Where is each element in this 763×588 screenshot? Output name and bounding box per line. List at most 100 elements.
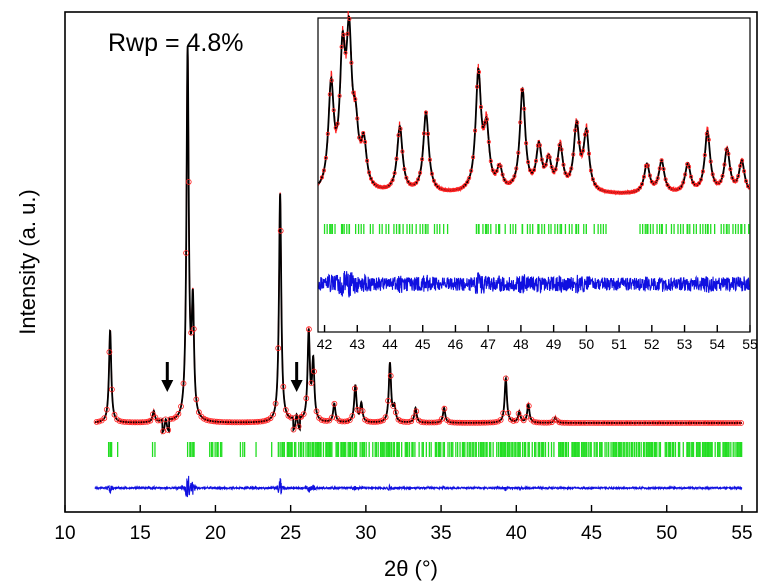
observed-point: [471, 155, 476, 160]
observed-point: [402, 167, 407, 172]
observed-point: [744, 179, 749, 184]
observed-point: [488, 159, 493, 164]
observed-point: [275, 345, 282, 352]
observed-point: [96, 418, 102, 425]
observed-point: [437, 186, 442, 191]
observed-point: [333, 125, 338, 130]
observed-point: [365, 158, 370, 163]
observed-point: [683, 172, 688, 177]
observed-point: [201, 415, 207, 422]
observed-point: [645, 163, 650, 168]
observed-point: [659, 158, 664, 163]
observed-point: [604, 189, 609, 194]
observed-point: [392, 409, 399, 416]
observed-point: [693, 182, 698, 187]
observed-point: [546, 419, 553, 426]
impurity-arrow-head: [161, 380, 174, 392]
observed-point: [439, 187, 444, 192]
observed-point: [514, 166, 519, 171]
observed-point: [392, 171, 397, 176]
observed-point: [616, 190, 621, 195]
calculated-line: [95, 46, 742, 435]
x-tick-label: 44: [382, 336, 398, 352]
observed-point: [390, 403, 397, 409]
observed-point: [634, 188, 639, 193]
observed-point: [571, 152, 576, 157]
observed-point: [190, 326, 197, 332]
observed-point: [622, 190, 627, 195]
observed-point: [494, 169, 499, 174]
observed-point: [551, 416, 558, 423]
observed-point: [516, 150, 521, 155]
observed-point: [382, 414, 389, 421]
observed-point: [498, 164, 503, 169]
observed-point: [347, 16, 352, 21]
x-tick-label: 54: [709, 336, 725, 352]
observed-point: [513, 417, 519, 424]
observed-point: [449, 188, 454, 193]
observed-point: [537, 143, 542, 148]
observed-point: [476, 70, 481, 75]
observed-point: [734, 178, 739, 183]
x-tick-label: 49: [546, 336, 562, 352]
observed-point: [557, 142, 562, 147]
observed-point: [142, 419, 149, 425]
observed-point: [408, 181, 413, 186]
observed-point: [567, 172, 572, 177]
observed-point: [502, 177, 507, 182]
x-tick-label: 35: [431, 523, 452, 544]
observed-point: [441, 405, 448, 412]
observed-point: [433, 182, 438, 187]
observed-point: [410, 414, 417, 421]
observed-point: [374, 418, 381, 425]
observed-point: [451, 188, 456, 193]
observed-point: [341, 32, 346, 37]
observed-point: [728, 167, 733, 172]
observed-point: [378, 185, 383, 190]
observed-point: [524, 141, 529, 146]
observed-point: [583, 132, 588, 137]
observed-point: [708, 159, 713, 164]
observed-point: [93, 418, 100, 425]
observed-point: [518, 120, 523, 125]
difference-line: [94, 475, 743, 498]
x-axis-label: 2θ (°): [384, 556, 438, 581]
x-tick-label: 53: [677, 336, 693, 352]
observed-point: [506, 180, 511, 185]
x-tick-label: 50: [579, 336, 595, 352]
observed-point: [418, 170, 423, 175]
observed-point: [606, 189, 611, 194]
observed-point: [640, 182, 645, 187]
observed-point: [413, 408, 420, 415]
observed-point: [183, 250, 190, 256]
observed-point: [720, 173, 725, 178]
observed-point: [394, 156, 399, 161]
observed-point: [618, 190, 623, 195]
observed-point: [165, 427, 172, 434]
x-tick-label: 10: [54, 523, 75, 544]
observed-point: [525, 402, 532, 409]
difference-line: [318, 270, 750, 298]
observed-point: [400, 149, 405, 154]
observed-point: [193, 396, 200, 403]
observed-point: [673, 187, 678, 192]
x-tick-label: 51: [611, 336, 627, 352]
observed-point: [337, 93, 342, 98]
x-tick-label: 30: [355, 523, 376, 544]
observed-point: [502, 375, 509, 382]
observed-point: [490, 168, 495, 173]
impurity-arrows: [161, 362, 303, 392]
observed-point: [736, 173, 741, 178]
observed-point: [482, 120, 487, 125]
observed-point: [388, 181, 393, 186]
observed-point: [349, 60, 354, 65]
observed-point: [353, 97, 358, 102]
observed-point: [453, 187, 458, 192]
observed-point: [346, 417, 353, 424]
observed-point: [331, 400, 338, 407]
observed-point: [303, 395, 310, 402]
observed-point: [195, 409, 202, 416]
observed-point: [313, 408, 320, 415]
